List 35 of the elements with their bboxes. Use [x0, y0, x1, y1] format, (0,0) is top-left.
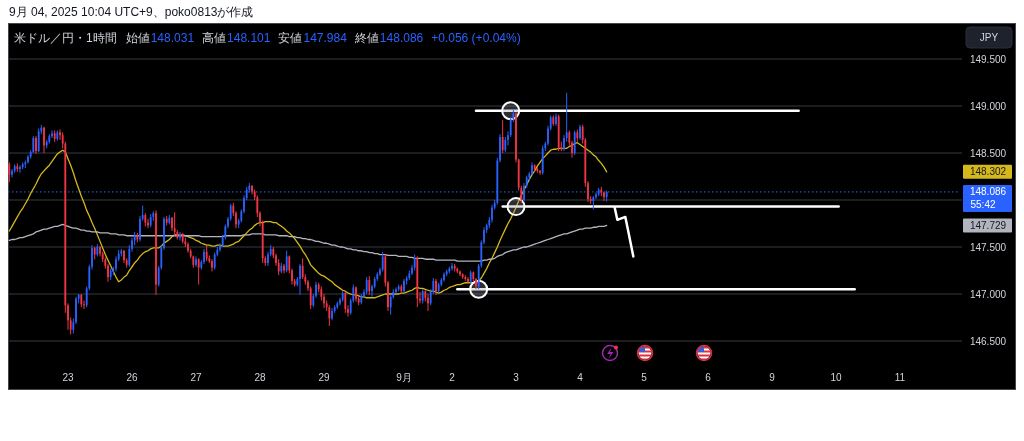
- annotation: 終値: [353, 31, 379, 45]
- x-tick-label: 28: [254, 372, 266, 383]
- ref-labels: 148.086 55:42: [963, 184, 1012, 212]
- x-tick-label: 10: [830, 372, 842, 383]
- y-tick-label: 149.500: [969, 53, 1007, 65]
- annotation: 147.984: [303, 31, 348, 45]
- x-tick-label: 23: [62, 372, 74, 383]
- annotation: 148.031: [150, 31, 195, 45]
- annotation: 始値: [125, 31, 150, 45]
- y-tick-label: 146.500: [969, 335, 1007, 347]
- price-tag: 147.729: [963, 218, 1012, 233]
- x-tick-label: 9: [769, 372, 776, 383]
- annotation: 高値: [202, 31, 227, 45]
- annotation: +0.056 (+0.04%): [431, 31, 521, 45]
- x-tick-label: 6: [705, 372, 712, 383]
- annotation: 148.101: [227, 31, 271, 45]
- y-tick-label: 149.000: [969, 100, 1007, 112]
- x-tick-label: 29: [318, 372, 330, 383]
- y-axis-title: JPY: [979, 32, 999, 43]
- annotation: 148.086: [379, 31, 424, 45]
- x-tick-label: 26: [126, 372, 138, 383]
- y-tick-label: 147.000: [969, 288, 1007, 300]
- x-tick-label: 2: [449, 372, 456, 383]
- x-tick-label: 4: [577, 372, 584, 383]
- y-tick-label: 147.500: [969, 241, 1007, 253]
- text: 米ドル／円・1時間: [14, 31, 117, 45]
- text: 9月 04, 2025 10:04 UTC+9、poko0813が作成: [9, 5, 254, 19]
- x-tick-label: 27: [190, 372, 202, 383]
- x-tick-label: 11: [894, 372, 906, 383]
- y-tick-label: 148.500: [969, 147, 1007, 159]
- x-tick-label: 3: [513, 372, 520, 383]
- annotation: 安値: [278, 31, 303, 45]
- x-tick-label: 5: [641, 372, 648, 383]
- x-tick-label: 9月: [396, 372, 412, 383]
- ref-line-label: 148.086: [969, 186, 1007, 198]
